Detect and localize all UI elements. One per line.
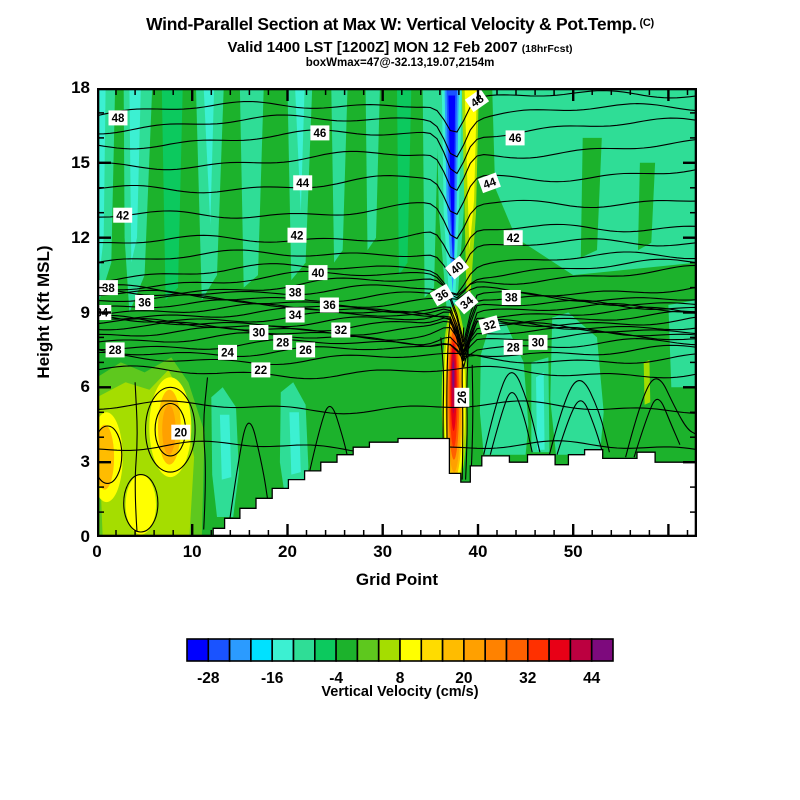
field-fill-layer	[97, 88, 697, 537]
contour-label: 38	[501, 290, 521, 305]
x-tick-label: 20	[278, 542, 297, 561]
contour-label: 30	[528, 334, 548, 350]
svg-text:20: 20	[174, 427, 187, 439]
y-tick-label: 15	[71, 152, 90, 172]
contour-label: 42	[113, 207, 133, 223]
svg-text:36: 36	[323, 300, 336, 312]
contour-label: 32	[478, 315, 501, 335]
svg-text:32: 32	[482, 319, 497, 334]
contour-label: 34	[454, 290, 479, 315]
valid-time-subtitle: Valid 1400 LST [1200Z] MON 12 Feb 2007 (1…	[0, 39, 800, 56]
svg-text:36: 36	[434, 288, 451, 305]
contour-label: 22	[251, 362, 271, 378]
contour-label: 24	[218, 344, 237, 360]
svg-text:42: 42	[507, 233, 520, 245]
svg-text:32: 32	[334, 325, 347, 337]
contour-label: 34	[285, 307, 305, 323]
x-tick-label: 10	[182, 542, 202, 561]
contour-label: 36	[135, 295, 155, 310]
svg-text:26: 26	[299, 345, 312, 357]
max-w-info-line: boxWmax=47@-32.13,19.07,2154m	[305, 57, 495, 69]
svg-text:30: 30	[253, 328, 266, 340]
svg-text:38: 38	[289, 288, 302, 300]
contour-label: 44	[293, 175, 313, 191]
y-axis-title: Height (Kft MSL)	[34, 245, 53, 379]
colorbar-cells	[186, 638, 614, 662]
svg-text:28: 28	[276, 338, 289, 350]
page-title: Wind-Parallel Section at Max W: Vertical…	[0, 14, 800, 35]
svg-text:22: 22	[254, 365, 267, 377]
y-tick-label: 3	[80, 452, 90, 472]
y-tick-label: 9	[80, 302, 90, 322]
x-tick-label: 50	[563, 542, 583, 561]
svg-text:-4: -4	[329, 670, 343, 687]
svg-text:44: 44	[482, 176, 499, 192]
svg-text:42: 42	[116, 210, 129, 222]
svg-text:42: 42	[291, 230, 304, 242]
colorbar: -28 -16 -4 8 20 32 44	[186, 638, 614, 687]
contour-label: 44	[477, 172, 501, 194]
svg-text:44: 44	[296, 178, 309, 190]
svg-text:34: 34	[289, 310, 302, 322]
contour-label: 20	[171, 424, 191, 440]
contour-label: 40	[308, 265, 328, 281]
svg-text:26: 26	[457, 391, 469, 404]
y-tick-label: 18	[71, 78, 90, 97]
subtitle-text: Valid 1400 LST [1200Z] MON 12 Feb 2007	[227, 39, 518, 56]
svg-text:28: 28	[109, 345, 122, 357]
svg-text:34: 34	[97, 308, 109, 320]
svg-text:46: 46	[314, 128, 327, 140]
contour-label: 46	[310, 125, 330, 141]
svg-text:30: 30	[532, 338, 545, 350]
contour-label: 28	[105, 342, 125, 358]
svg-text:-16: -16	[261, 670, 284, 687]
x-tick-label: 30	[373, 542, 393, 561]
title-unit: (C)	[639, 17, 655, 29]
contour-label: 38	[98, 280, 118, 296]
contour-label: 42	[503, 230, 523, 246]
svg-text:48: 48	[112, 113, 125, 125]
svg-text:38: 38	[102, 283, 115, 295]
y-tick-label: 12	[71, 227, 90, 247]
svg-text:36: 36	[138, 298, 151, 310]
contour-label: 32	[331, 322, 351, 338]
title-text: Wind-Parallel Section at Max W: Vertical…	[146, 14, 637, 34]
svg-text:46: 46	[509, 133, 522, 145]
y-tick-label: 6	[80, 377, 90, 397]
x-tick-label: 40	[468, 542, 488, 561]
svg-text:28: 28	[507, 343, 520, 355]
contour-label: 26	[296, 342, 316, 358]
colorbar-caption: Vertical Velocity (cm/s)	[321, 684, 479, 700]
contour-label: 48	[108, 110, 128, 126]
contour-label: 28	[273, 334, 293, 350]
svg-text:38: 38	[505, 293, 518, 305]
contour-label: 38	[285, 285, 305, 300]
contour-label: 46	[505, 130, 525, 146]
contour-label: 40	[444, 255, 470, 280]
svg-text:40: 40	[312, 268, 325, 280]
svg-text:44: 44	[583, 670, 601, 687]
terrain-mask	[212, 437, 697, 537]
svg-text:32: 32	[519, 670, 536, 687]
forecast-hour-label: (18hrFcst)	[521, 43, 573, 55]
contour-label: 42	[287, 227, 307, 243]
y-tick-label: 0	[80, 527, 90, 546]
contour-label: 36	[429, 283, 454, 307]
svg-text:20: 20	[455, 670, 472, 687]
plot-frame	[97, 88, 697, 537]
x-axis-title: Grid Point	[355, 570, 439, 589]
x-tick-label: 0	[92, 542, 102, 561]
contour-label: 30	[249, 325, 269, 340]
svg-text:-28: -28	[197, 670, 220, 687]
contour-label: 28	[503, 339, 523, 355]
svg-text:8: 8	[396, 670, 405, 687]
contour-label: 36	[319, 297, 339, 313]
svg-text:24: 24	[221, 348, 234, 360]
colorbar-tick-labels: -28 -16 -4 8 20 32 44	[197, 670, 601, 687]
contour-label: 26	[454, 387, 470, 407]
